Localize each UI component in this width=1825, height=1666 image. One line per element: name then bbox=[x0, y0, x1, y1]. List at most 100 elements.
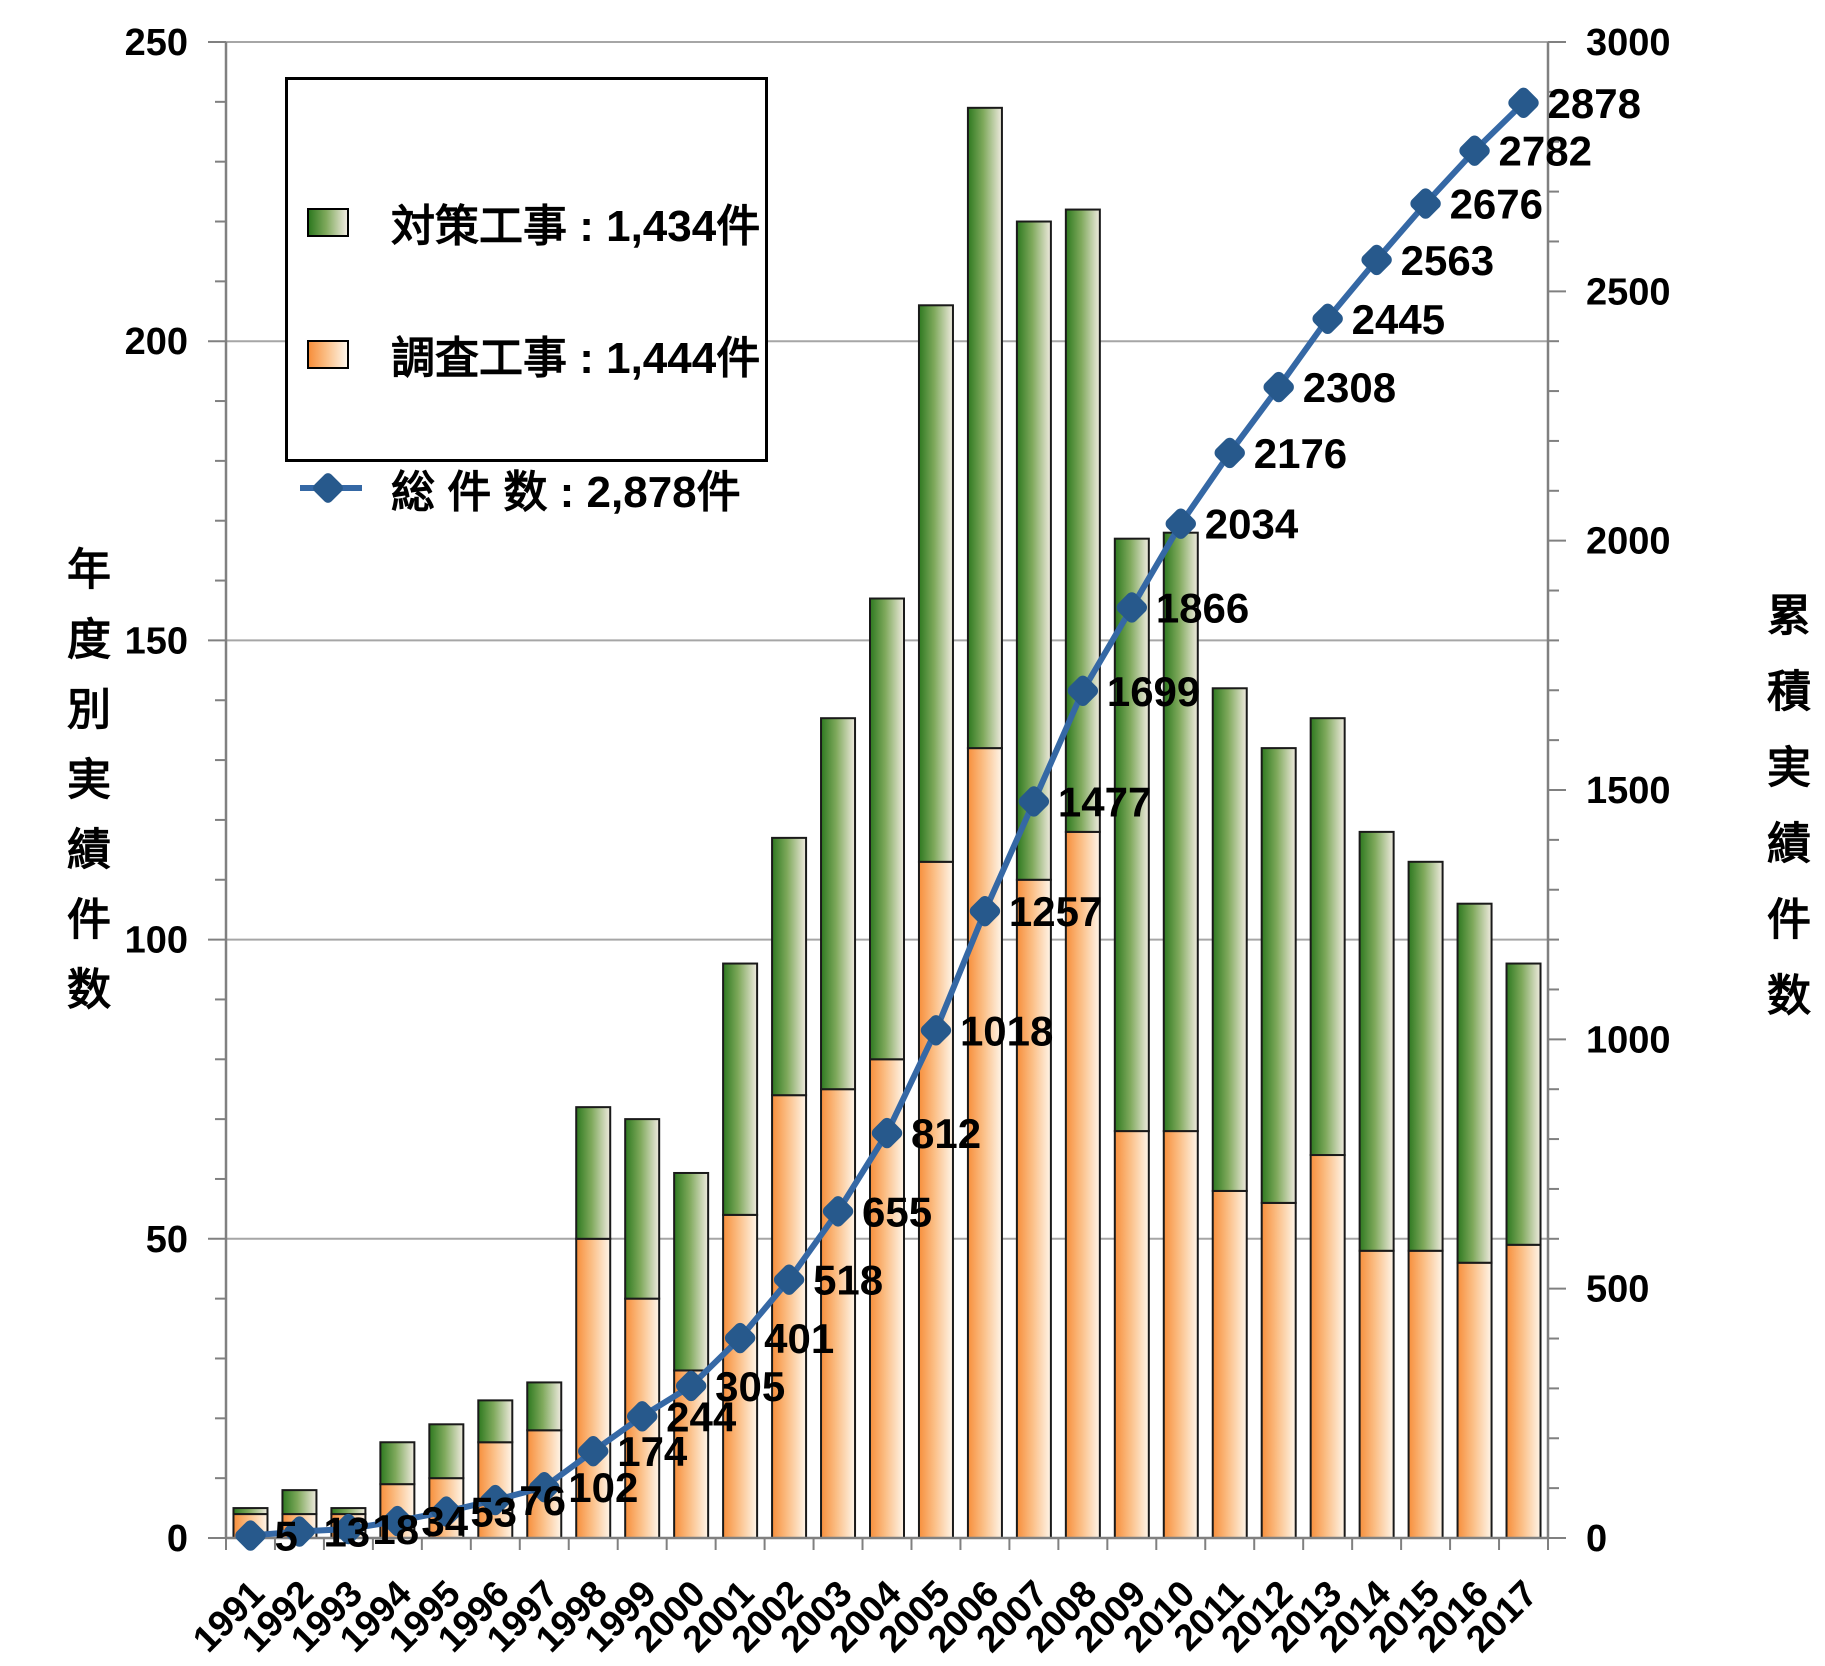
cumulative-label-1998: 174 bbox=[617, 1428, 688, 1475]
bar-research-2008 bbox=[1064, 830, 1101, 1539]
marker-2009 bbox=[1116, 592, 1148, 623]
right-tick-label-1000: 1000 bbox=[1586, 1019, 1671, 1061]
right-axis-title: 累積実績件数 bbox=[1760, 592, 1809, 1048]
bar-countermeasure-2014 bbox=[1358, 830, 1395, 1252]
left-axis-title: 年度別実績件数 bbox=[60, 546, 109, 1036]
cumulative-label-2001: 401 bbox=[764, 1315, 834, 1362]
bar-research-2001 bbox=[722, 1213, 759, 1539]
bar-research-2017 bbox=[1505, 1243, 1542, 1540]
cumulative-label-2003: 655 bbox=[862, 1188, 932, 1235]
legend-box: 対策工事 : 1,434件 調査工事 : 1,444件 総 件 数 : 2,87… bbox=[285, 77, 768, 517]
right-tick-label-500: 500 bbox=[1586, 1269, 1649, 1311]
right-tick-label-2500: 2500 bbox=[1586, 271, 1671, 313]
legend-item-countermeasure: 対策工事 : 1,434件 bbox=[288, 192, 765, 252]
bar-countermeasure-2013 bbox=[1309, 717, 1346, 1157]
cumulative-label-2011: 2176 bbox=[1254, 430, 1347, 477]
cumulative-label-2015: 2676 bbox=[1450, 181, 1543, 228]
marker-2000 bbox=[675, 1370, 707, 1402]
bar-countermeasure-2017 bbox=[1505, 962, 1542, 1246]
cumulative-label-2008: 1699 bbox=[1107, 668, 1200, 715]
legend-item-total: 総 件 数 : 2,878件 bbox=[288, 458, 765, 518]
cumulative-label-2009: 1866 bbox=[1156, 584, 1249, 631]
marker-2014 bbox=[1361, 244, 1392, 276]
bar-countermeasure-1992 bbox=[281, 1489, 318, 1516]
bar-countermeasure-2006 bbox=[966, 106, 1003, 750]
bar-research-2012 bbox=[1260, 1201, 1297, 1539]
right-tick-label-0: 0 bbox=[1586, 1518, 1607, 1560]
bar-research-2009 bbox=[1113, 1130, 1150, 1539]
marker-2012 bbox=[1263, 371, 1294, 403]
legend-label-research: 調査工事 : 1,444件 bbox=[391, 334, 761, 383]
bar-countermeasure-2003 bbox=[820, 717, 857, 1091]
cumulative-label-2006: 1257 bbox=[1009, 888, 1102, 935]
bar-countermeasure-2016 bbox=[1456, 902, 1493, 1264]
cumulative-label-2013: 2445 bbox=[1352, 296, 1445, 343]
cumulative-label-1992: 13 bbox=[323, 1509, 370, 1556]
bar-research-2013 bbox=[1309, 1154, 1346, 1540]
green-gradient-swatch bbox=[307, 207, 349, 237]
diamond-marker-icon bbox=[311, 471, 345, 505]
bar-research-2003 bbox=[820, 1088, 857, 1539]
right-tick-label-3000: 3000 bbox=[1586, 22, 1671, 64]
cumulative-label-2017: 2878 bbox=[1548, 80, 1641, 127]
marker-1993 bbox=[333, 1513, 364, 1545]
bar-countermeasure-2005 bbox=[917, 304, 954, 863]
marker-1994 bbox=[382, 1505, 413, 1537]
orange-gradient-swatch bbox=[307, 339, 349, 369]
cumulative-label-2007: 1477 bbox=[1058, 778, 1151, 825]
bar-research-2011 bbox=[1211, 1189, 1248, 1539]
marker-2002 bbox=[773, 1264, 805, 1295]
legend-label-total: 総 件 数 : 2,878件 bbox=[391, 468, 741, 517]
bar-countermeasure-2001 bbox=[722, 962, 759, 1216]
bar-countermeasure-1997 bbox=[526, 1381, 563, 1432]
bar-countermeasure-1991 bbox=[232, 1507, 269, 1516]
left-tick-label-200: 200 bbox=[125, 321, 188, 363]
bar-countermeasure-1998 bbox=[575, 1106, 612, 1240]
left-tick-label-250: 250 bbox=[125, 22, 188, 64]
cumulative-label-1996: 76 bbox=[519, 1477, 566, 1524]
bar-research-2015 bbox=[1407, 1249, 1444, 1539]
right-tick-label-1500: 1500 bbox=[1586, 770, 1671, 812]
marker-2017 bbox=[1508, 87, 1539, 119]
left-tick-label-100: 100 bbox=[125, 920, 188, 962]
bar-countermeasure-2009 bbox=[1113, 537, 1150, 1133]
left-tick-label-0: 0 bbox=[167, 1518, 188, 1560]
bar-countermeasure-1996 bbox=[477, 1399, 514, 1444]
marker-1995 bbox=[431, 1496, 462, 1527]
bar-countermeasure-1995 bbox=[428, 1423, 465, 1480]
marker-2001 bbox=[724, 1322, 756, 1354]
right-tick-label-2000: 2000 bbox=[1586, 521, 1671, 563]
bar-research-2002 bbox=[771, 1094, 808, 1539]
bar-research-2016 bbox=[1456, 1261, 1493, 1539]
bar-research-2007 bbox=[1015, 878, 1052, 1539]
bar-countermeasure-2000 bbox=[673, 1171, 710, 1372]
left-tick-label-150: 150 bbox=[125, 620, 188, 662]
cumulative-label-2000: 305 bbox=[715, 1363, 785, 1410]
bar-countermeasure-1994 bbox=[379, 1441, 416, 1486]
cumulative-label-2010: 2034 bbox=[1205, 501, 1299, 548]
marker-1992 bbox=[284, 1516, 315, 1547]
cumulative-label-2016: 2782 bbox=[1499, 128, 1592, 175]
marker-2015 bbox=[1410, 188, 1441, 219]
marker-1998 bbox=[578, 1436, 609, 1467]
bar-countermeasure-2015 bbox=[1407, 860, 1444, 1252]
cumulative-label-1993: 18 bbox=[372, 1506, 419, 1553]
bar-countermeasure-2010 bbox=[1162, 531, 1199, 1133]
legend-label-countermeasure: 対策工事 : 1,434件 bbox=[391, 202, 761, 251]
bar-countermeasure-2012 bbox=[1260, 747, 1297, 1204]
bar-countermeasure-1999 bbox=[624, 1118, 661, 1300]
cumulative-label-1991: 5 bbox=[274, 1513, 297, 1560]
bar-research-2014 bbox=[1358, 1249, 1395, 1539]
cumulative-label-1997: 102 bbox=[568, 1464, 638, 1511]
cumulative-label-2005: 1018 bbox=[960, 1007, 1053, 1054]
marker-2008 bbox=[1067, 675, 1099, 706]
marker-1996 bbox=[480, 1484, 511, 1516]
bar-countermeasure-2011 bbox=[1211, 687, 1248, 1192]
cumulative-label-2014: 2563 bbox=[1401, 237, 1494, 284]
bar-countermeasure-2008 bbox=[1064, 208, 1101, 833]
marker-2003 bbox=[822, 1196, 854, 1227]
cumulative-label-1994: 34 bbox=[421, 1498, 468, 1545]
cumulative-label-1999: 244 bbox=[666, 1393, 737, 1440]
